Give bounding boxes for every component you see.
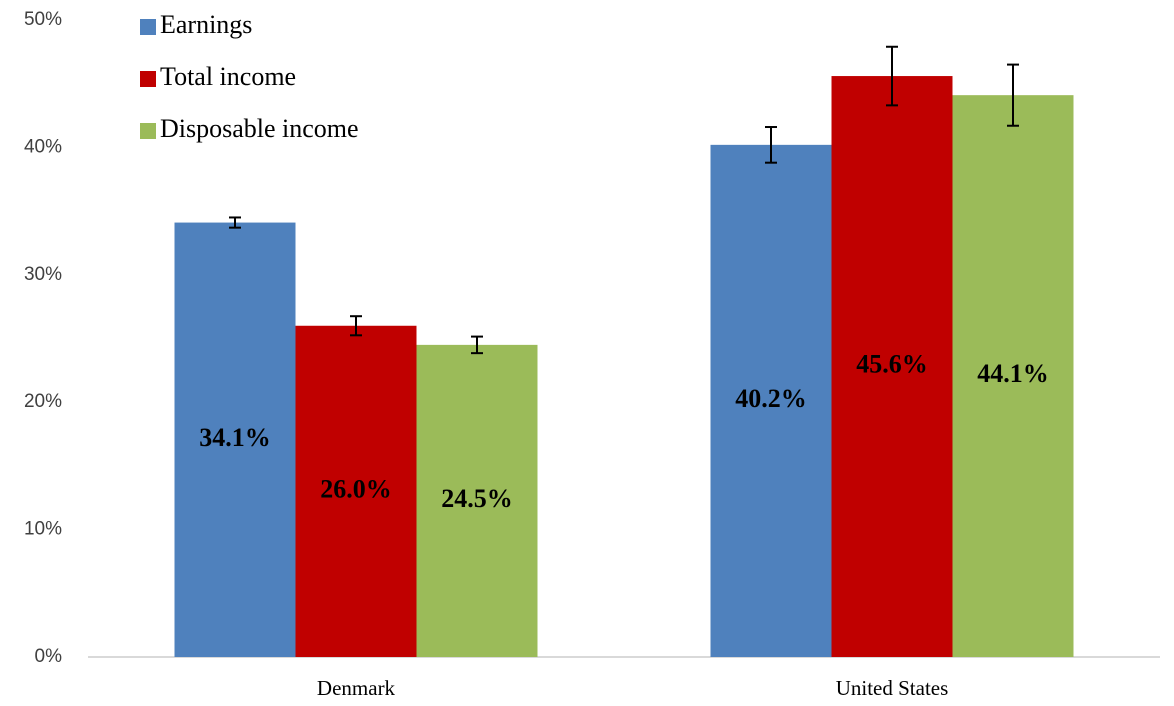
value-label: 44.1% [977, 359, 1049, 388]
legend-marker [140, 19, 156, 35]
value-label: 24.5% [441, 484, 513, 513]
legend-label: Disposable income [160, 114, 359, 143]
bar [952, 95, 1074, 657]
bar [831, 76, 953, 657]
y-tick-label: 40% [24, 136, 62, 157]
y-tick-label: 10% [24, 519, 62, 540]
legend-label: Total income [160, 62, 296, 91]
value-label: 26.0% [320, 474, 392, 503]
x-tick-label: Denmark [317, 676, 396, 700]
legend-marker [140, 71, 156, 87]
bar [416, 344, 538, 657]
value-label: 34.1% [199, 423, 271, 452]
value-label: 45.6% [856, 349, 928, 378]
y-tick-label: 20% [24, 391, 62, 412]
bar [710, 144, 832, 658]
bar [295, 325, 417, 657]
y-tick-label: 50% [24, 9, 62, 30]
legend-marker [140, 123, 156, 139]
y-tick-label: 0% [35, 646, 63, 667]
y-tick-label: 30% [24, 264, 62, 285]
bar [174, 222, 296, 658]
x-tick-label: United States [836, 676, 949, 700]
legend-label: Earnings [160, 10, 252, 39]
value-label: 40.2% [735, 384, 807, 413]
